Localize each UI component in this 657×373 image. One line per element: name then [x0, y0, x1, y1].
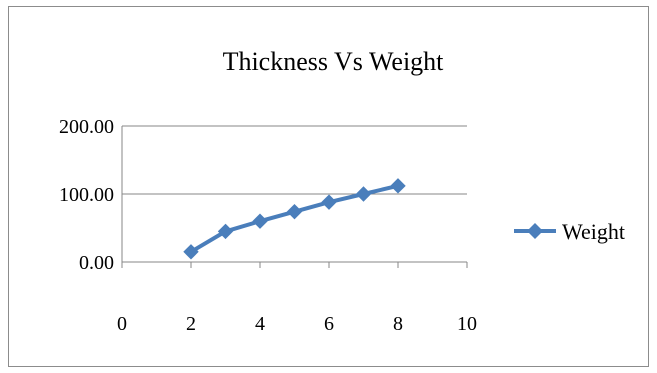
legend-swatch-marker: [527, 223, 543, 239]
x-tick-label: 4: [255, 313, 265, 335]
data-point: [252, 213, 268, 229]
y-tick-label: 0.00: [79, 252, 114, 274]
data-point: [321, 194, 337, 210]
chart-title: Thickness Vs Weight: [223, 47, 445, 76]
x-tick-label: 8: [393, 313, 403, 335]
series-layer: [183, 178, 406, 260]
data-point: [390, 178, 406, 194]
x-tick-label: 10: [457, 313, 477, 335]
x-tick-label: 2: [186, 313, 196, 335]
x-tick-label: 0: [117, 313, 127, 335]
y-tick-label: 100.00: [59, 184, 114, 206]
data-point: [355, 186, 372, 202]
legend: Weight: [514, 219, 625, 244]
grid-layer: [122, 125, 467, 195]
legend-label: Weight: [562, 219, 625, 244]
data-point: [286, 203, 303, 220]
x-tick-label: 6: [324, 313, 334, 335]
y-tick-label: 200.00: [59, 116, 114, 138]
data-point: [183, 244, 199, 260]
chart-frame: [8, 6, 649, 367]
axis-layer: 0.00 100.00 200.00 0 2 4 6 8 10: [59, 116, 477, 335]
data-point: [217, 223, 234, 240]
